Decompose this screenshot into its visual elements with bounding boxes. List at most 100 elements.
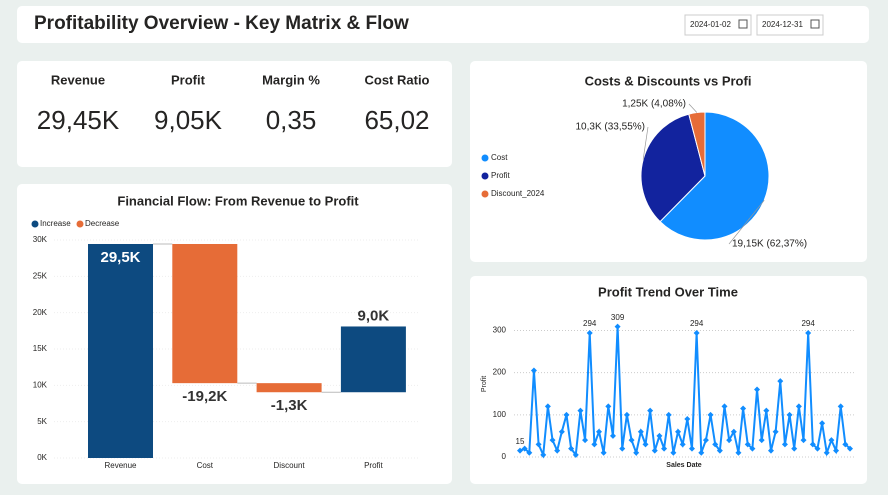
marker (754, 386, 761, 393)
legend-marker (481, 172, 489, 180)
chart-title: Financial Flow: From Revenue to Profit (117, 193, 359, 208)
marker (619, 445, 626, 452)
marker (702, 437, 709, 444)
marker (568, 445, 575, 452)
chart-title: Costs & Discounts vs Profi (585, 73, 752, 88)
pie-slice (659, 111, 770, 241)
marker (763, 407, 770, 414)
value-label: 309 (611, 313, 625, 322)
marker (795, 403, 802, 410)
marker (609, 432, 616, 439)
marker (647, 407, 654, 414)
calendar-icon (810, 19, 820, 29)
marker (688, 445, 695, 452)
kpi-label: Profit (171, 72, 206, 87)
date-to[interactable]: 2024-12-31 (762, 20, 803, 29)
kpi-value: 65,02 (364, 105, 429, 135)
marker (535, 441, 542, 448)
marker (530, 367, 537, 374)
marker (642, 441, 649, 448)
marker (675, 428, 682, 435)
y-tick-label: 0K (37, 453, 47, 462)
marker (679, 441, 686, 448)
marker (847, 445, 853, 452)
kpi-value: 0,35 (266, 105, 317, 135)
marker (712, 441, 719, 448)
value-label: -1,3K (271, 397, 308, 414)
legend-label: Profit (491, 171, 510, 180)
marker (637, 428, 644, 435)
marker (582, 437, 589, 444)
marker (730, 428, 737, 435)
marker (605, 403, 612, 410)
date-to-box[interactable] (756, 14, 824, 36)
marker (833, 447, 840, 454)
header-card (17, 6, 869, 43)
marker (721, 403, 728, 410)
marker (749, 445, 756, 452)
date-from-box[interactable] (684, 14, 752, 36)
y-tick-label: 30K (33, 235, 48, 244)
leader-line (642, 126, 649, 160)
kpi-label: Cost Ratio (365, 72, 430, 87)
legend-label: Decrease (85, 219, 120, 228)
marker (521, 445, 528, 452)
x-tick-label: Revenue (104, 461, 137, 470)
kpi-card (17, 61, 452, 167)
pie-slice (640, 113, 706, 223)
value-label: 19,15K (62,37%) (732, 239, 807, 250)
legend-label: Discount_2024 (491, 189, 545, 198)
y-tick-label: 100 (493, 410, 507, 419)
legend-label: Increase (40, 219, 71, 228)
bar (340, 326, 406, 393)
marker (665, 411, 672, 418)
marker (767, 447, 774, 454)
page-title: Profitability Overview - Key Matrix & Fl… (34, 13, 409, 34)
bar (172, 243, 238, 384)
marker (828, 437, 835, 444)
marker (633, 449, 640, 456)
value-label: 1,25K (4,08%) (622, 99, 686, 110)
marker (740, 405, 747, 412)
leader-line (728, 200, 765, 245)
marker (614, 323, 621, 330)
legend-marker (76, 220, 84, 228)
kpi-value: 9,05K (154, 105, 223, 135)
marker (661, 445, 668, 452)
kpi-label: Revenue (51, 72, 105, 87)
marker (837, 403, 844, 410)
x-tick-label: Profit (364, 461, 383, 470)
marker (586, 329, 593, 336)
value-label: 10,3K (33,55%) (576, 122, 646, 133)
marker (651, 447, 658, 454)
marker (809, 441, 816, 448)
date-from[interactable]: 2024-01-02 (690, 20, 731, 29)
marker (772, 428, 779, 435)
kpi-value: 29,45K (37, 105, 120, 135)
marker (684, 416, 691, 423)
marker (596, 428, 603, 435)
marker (693, 329, 700, 336)
y-tick-label: 0 (502, 452, 507, 461)
marker (517, 447, 523, 454)
y-tick-label: 10K (33, 380, 48, 389)
x-tick-label: Cost (197, 461, 214, 470)
marker (698, 449, 705, 456)
value-label: 29,5K (100, 249, 140, 266)
marker (800, 437, 807, 444)
y-tick-label: 20K (33, 308, 48, 317)
legend-marker (31, 220, 39, 228)
marker (805, 329, 812, 336)
value-label: 294 (690, 319, 704, 328)
legend-label: Cost (491, 153, 508, 162)
marker (716, 447, 723, 454)
marker (549, 437, 556, 444)
value-label: -19,2K (182, 388, 227, 405)
y-tick-label: 15K (33, 344, 48, 353)
marker (540, 451, 547, 458)
marker (526, 449, 533, 456)
marker (758, 437, 765, 444)
marker (735, 449, 742, 456)
marker (777, 378, 784, 385)
